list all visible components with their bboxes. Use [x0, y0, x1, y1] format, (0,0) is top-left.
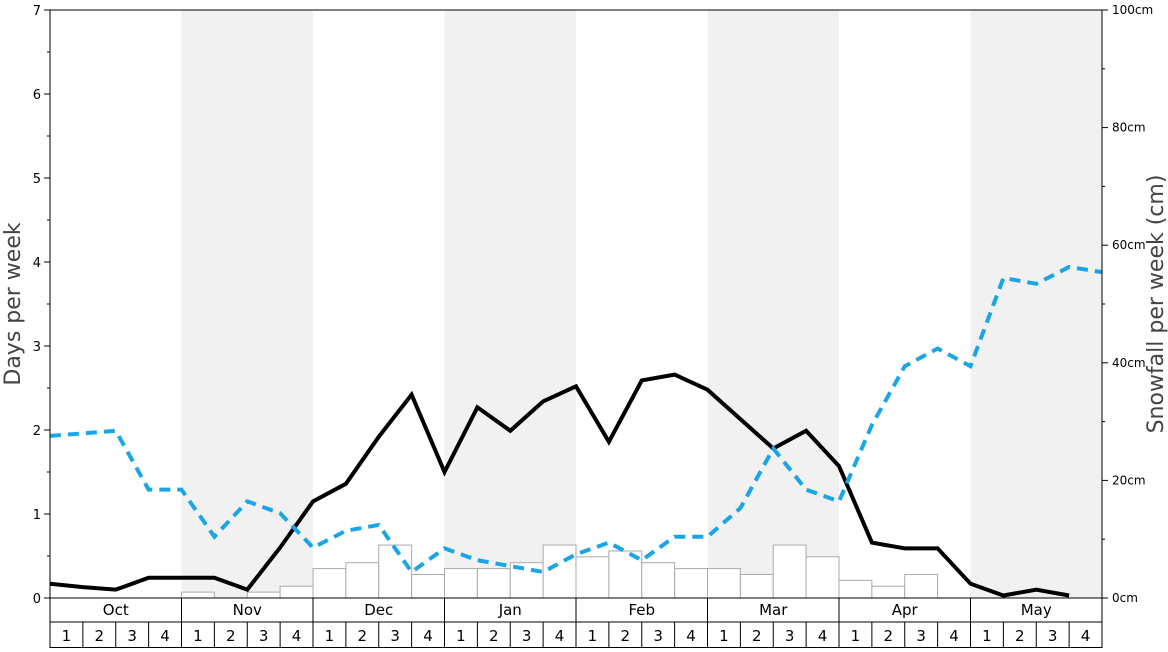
week-label: 1	[982, 627, 992, 645]
week-label: 2	[95, 627, 105, 645]
week-label: 2	[226, 627, 236, 645]
left-tick-label: 6	[33, 88, 41, 103]
month-band-nov	[181, 10, 313, 598]
week-label: 3	[1048, 627, 1058, 645]
left-tick-label: 0	[33, 592, 41, 607]
month-band-jan	[444, 10, 576, 598]
snowfall-bar	[181, 591, 215, 599]
axes: 0 1 2 3 4 5 6 7 0cm 20cm 40cm 60cm 80cm 100cm	[33, 3, 1153, 607]
month-label-apr: Apr	[892, 601, 919, 619]
week-label: 4	[423, 627, 433, 645]
week-label: 2	[884, 627, 894, 645]
snowfall-bar	[345, 562, 380, 599]
week-label: 3	[653, 627, 663, 645]
series-line-dashed	[49, 264, 1103, 575]
snowfall-bar	[378, 544, 413, 599]
month-label-dec: Dec	[364, 601, 393, 619]
month-band-may	[970, 10, 1102, 598]
snowfall-bar	[739, 573, 774, 599]
week-label: 1	[325, 627, 335, 645]
left-tick-label: 1	[33, 508, 41, 523]
left-tick-label: 7	[33, 4, 41, 19]
week-label: 4	[292, 627, 302, 645]
month-band-mar	[707, 10, 839, 598]
snowfall-bar	[542, 544, 577, 599]
y-axis-label-left: Days per week	[1, 222, 26, 385]
week-label: 4	[818, 627, 828, 645]
snowfall-bar	[575, 556, 610, 599]
month-label-may: May	[1021, 601, 1052, 619]
right-tick-label: 0cm	[1112, 591, 1138, 605]
month-label-oct: Oct	[103, 601, 129, 619]
week-label: 1	[62, 627, 72, 645]
week-label: 1	[719, 627, 729, 645]
week-label: 2	[489, 627, 499, 645]
snowfall-bar	[838, 579, 873, 599]
week-label: 2	[1015, 627, 1025, 645]
left-tick-label: 3	[33, 340, 41, 355]
week-label: 4	[949, 627, 959, 645]
week-label: 4	[160, 627, 170, 645]
right-tick-label: 40cm	[1112, 356, 1146, 370]
week-label: 3	[390, 627, 400, 645]
week-label: 3	[785, 627, 795, 645]
snowfall-bar	[904, 573, 939, 599]
week-label: 3	[259, 627, 269, 645]
week-label: 1	[851, 627, 861, 645]
week-label: 4	[555, 627, 565, 645]
right-tick-label: 80cm	[1112, 121, 1146, 135]
snowfall-bar	[674, 568, 708, 599]
snowfall-bar	[411, 573, 445, 599]
snowfall-bar	[476, 568, 511, 599]
week-label: 4	[1081, 627, 1091, 645]
series-line-solid	[49, 372, 1070, 598]
week-label: 4	[686, 627, 696, 645]
right-tick-label: 100cm	[1112, 3, 1153, 17]
snowfall-bar	[246, 591, 281, 599]
snowfall-bar	[871, 585, 906, 599]
week-label: 1	[456, 627, 466, 645]
week-label: 3	[127, 627, 137, 645]
snowfall-bar	[772, 544, 807, 599]
y-axis-label-right: Snowfall per week (cm)	[1144, 175, 1168, 434]
month-bands	[181, 10, 1102, 598]
snowfall-bar	[641, 562, 676, 599]
week-label: 2	[358, 627, 368, 645]
week-label: 3	[916, 627, 926, 645]
right-tick-label: 60cm	[1112, 238, 1146, 252]
snowfall-bar	[805, 556, 840, 599]
week-label: 3	[522, 627, 532, 645]
left-tick-label: 2	[33, 424, 41, 439]
week-label: 1	[193, 627, 203, 645]
series-lines	[49, 264, 1103, 598]
snowfall-bar	[444, 568, 478, 599]
week-label: 1	[588, 627, 598, 645]
x-axis-months-weeks: Oct 1 2 3 4 Nov 1 2 3 4 Dec 1 2 3 4 Jan 1 2 3 4 Feb 1 2 3 4 Mar 1 2…	[49, 597, 1103, 648]
left-tick-label: 4	[33, 256, 41, 271]
month-label-feb: Feb	[628, 601, 655, 619]
month-label-jan: Jan	[498, 601, 522, 619]
snowfall-bar	[279, 585, 314, 599]
left-tick-label: 5	[33, 172, 41, 187]
week-label: 2	[752, 627, 762, 645]
snowfall-bar	[312, 568, 347, 599]
month-label-mar: Mar	[759, 601, 788, 619]
snowfall-bar	[707, 568, 741, 599]
week-label: 2	[621, 627, 631, 645]
month-label-nov: Nov	[233, 601, 262, 619]
right-tick-label: 20cm	[1112, 473, 1146, 487]
